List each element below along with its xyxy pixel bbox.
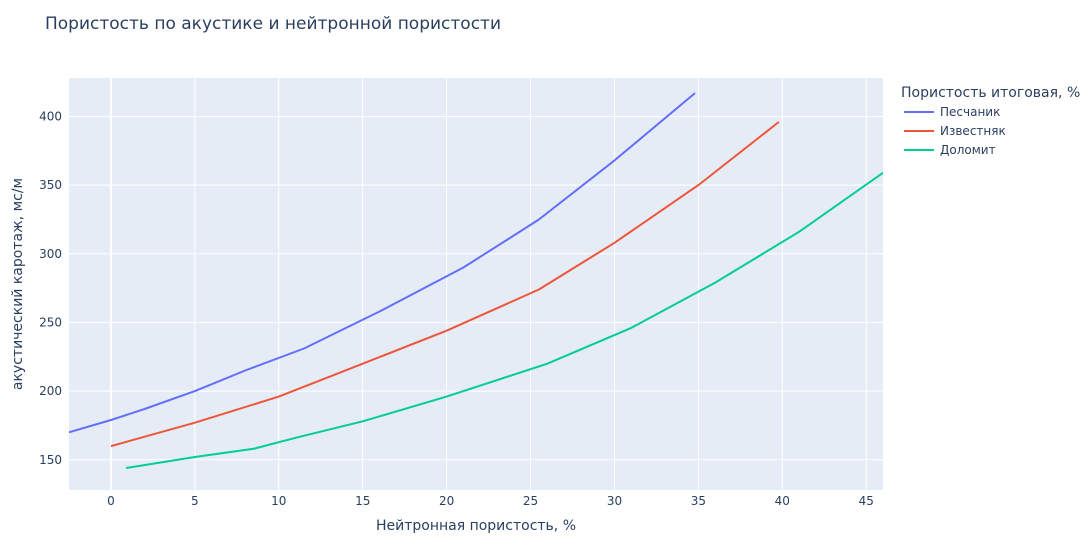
y-tick-label: 400: [39, 109, 62, 123]
legend-item[interactable]: Доломит: [904, 143, 996, 157]
legend-title: Пористость итоговая, %: [901, 85, 1080, 101]
x-tick-label: 10: [271, 494, 286, 508]
x-tick-label: 15: [355, 494, 370, 508]
x-tick-label: 25: [523, 494, 538, 508]
x-axis-title: Нейтронная пористость, %: [376, 518, 576, 534]
chart-title: Пористость по акустике и нейтронной пори…: [45, 14, 501, 34]
y-tick-label: 300: [39, 247, 62, 261]
x-tick-label: 45: [859, 494, 874, 508]
legend-label: Известняк: [940, 124, 1006, 138]
legend[interactable]: Пористость итоговая, % Песчаник Известняк…: [901, 85, 1080, 157]
y-tick-label: 350: [39, 178, 62, 192]
x-tick-label: 5: [191, 494, 199, 508]
plot-area: [69, 78, 883, 490]
legend-item[interactable]: Песчаник: [904, 105, 1000, 119]
series-line-Доломит[interactable]: [125, 171, 883, 469]
y-tick-label: 250: [39, 315, 62, 329]
grid: [69, 78, 883, 490]
x-tick-label: 35: [691, 494, 706, 508]
x-tick-label: 0: [107, 494, 115, 508]
x-tick-label: 20: [439, 494, 454, 508]
tick-labels: 0 5 10 15 20 25 30 35 40 45 150 200 250 300 350 400: [39, 109, 874, 508]
y-tick-label: 150: [39, 453, 62, 467]
series-line-Песчаник[interactable]: [69, 92, 696, 434]
legend-label: Песчаник: [940, 105, 1000, 119]
x-tick-label: 30: [607, 494, 622, 508]
series-lines: [69, 92, 883, 469]
legend-label: Доломит: [940, 143, 996, 157]
series-line-Известняк[interactable]: [110, 121, 780, 448]
y-tick-label: 200: [39, 384, 62, 398]
y-axis-title: акустический каротаж, мс/м: [10, 178, 26, 390]
x-tick-label: 40: [775, 494, 790, 508]
legend-item[interactable]: Известняк: [904, 124, 1006, 138]
